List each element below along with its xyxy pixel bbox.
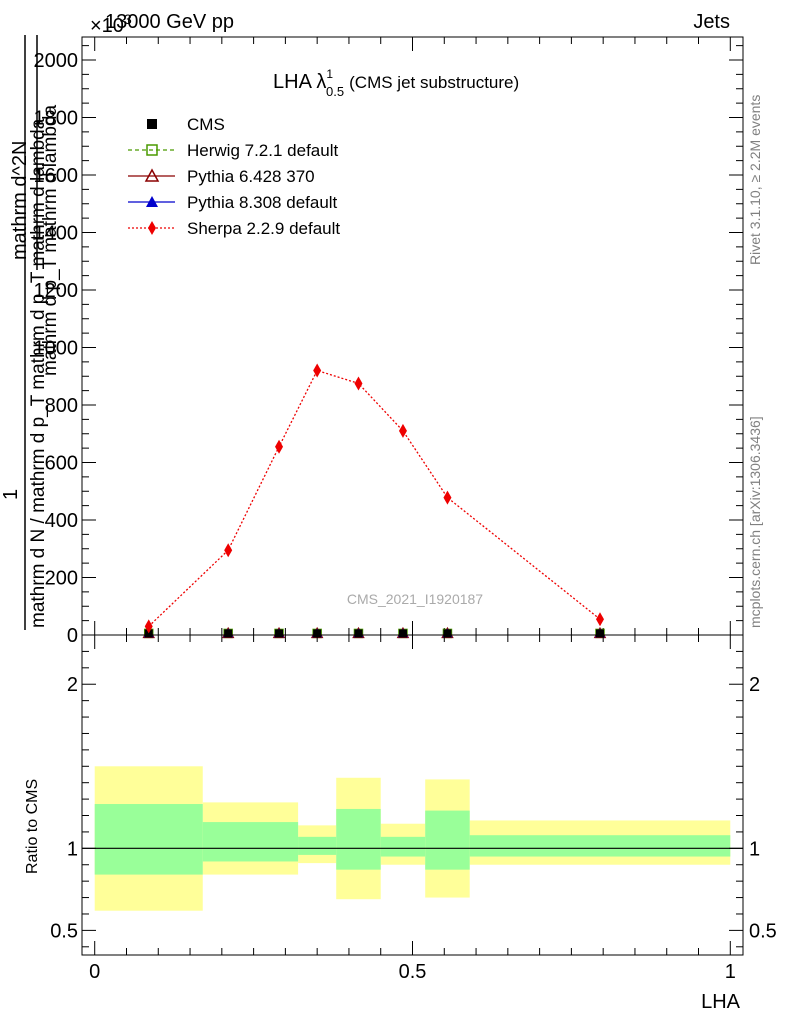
legend-marker <box>147 119 157 129</box>
main-plot-frame <box>81 36 744 636</box>
data-point-sherpa <box>354 376 363 391</box>
y-tick-label: 1600 <box>34 165 79 187</box>
data-point-sherpa <box>313 363 322 378</box>
ratio-band-inner <box>425 810 470 870</box>
main-title-text: LHA λ <box>273 71 326 93</box>
ratio-band-inner <box>469 835 731 857</box>
rivet-version-label: Rivet 3.1.10, ≥ 2.2M events <box>747 95 763 265</box>
ratio-band-inner <box>336 808 381 870</box>
legend-entry-label: CMS <box>187 115 225 134</box>
y-label-top-frac: mathrm d p_T mathrm d lambda <box>40 105 61 376</box>
ratio-y-tick-label-right: 0.5 <box>749 920 777 942</box>
legend-marker <box>146 196 158 207</box>
mcplots-label: mcplots.cern.ch [arXiv:1306.3436] <box>747 416 763 628</box>
series-line-sherpa <box>148 369 601 627</box>
data-point-filled-square <box>398 629 407 638</box>
data-point-sherpa <box>595 612 604 627</box>
main-y-axis-label: mathrm d^2N mathrm d p_T mathrm d lambda… <box>0 35 61 630</box>
data-point-sherpa <box>224 543 233 558</box>
y-tick-label: 1400 <box>34 223 79 245</box>
legend-marker <box>144 168 160 182</box>
y-label-denominator: mathrm d N / mathrm d p_T mathrm d p_T m… <box>28 118 49 628</box>
main-title-note: (CMS jet substructure) <box>349 73 519 92</box>
x-axis-label: LHA <box>701 991 741 1013</box>
ratio-y-tick-label: 2 <box>67 674 78 696</box>
main-title-sub: 0.5 <box>326 84 344 99</box>
data-point-filled-square <box>443 629 452 638</box>
y-tick-label: 1800 <box>34 108 79 130</box>
ratio-band-inner <box>94 804 203 875</box>
data-point-sherpa <box>275 439 284 454</box>
main-axes: 0 200 400 600 800 1000 1200 1400 1600 1800 2000 <box>34 37 743 647</box>
ratio-y-tick-label-right: 2 <box>749 674 760 696</box>
ratio-bands <box>82 766 743 911</box>
y-label-numerator: 1 <box>0 489 22 500</box>
ratio-band-inner <box>202 822 299 862</box>
data-point-filled-square <box>313 629 322 638</box>
legend-marker <box>148 221 156 235</box>
x-tick-label: 1 <box>725 961 736 983</box>
analysis-watermark: CMS_2021_I1920187 <box>347 591 483 607</box>
ratio-y-tick-label: 1 <box>67 838 78 860</box>
y-tick-label: 600 <box>45 453 78 475</box>
data-point-sherpa <box>398 423 407 438</box>
data-point-filled-square <box>354 629 363 638</box>
legend-entry-label: Pythia 8.308 default <box>187 193 338 212</box>
x-tick-label: 0 <box>89 961 100 983</box>
data-point-sherpa <box>144 619 153 634</box>
legend-entry-label: Sherpa 2.2.9 default <box>187 219 340 238</box>
ratio-band-inner <box>298 836 337 855</box>
data-point-filled-square <box>275 629 284 638</box>
y-tick-label: 800 <box>45 395 78 417</box>
data-point-sherpa <box>443 490 452 505</box>
header-collision-label: 13000 GeV pp <box>105 11 234 33</box>
data-point-filled-square <box>224 629 233 638</box>
main-title-super: 1 <box>326 67 333 81</box>
y-tick-label: 400 <box>45 510 78 532</box>
main-title: LHA λ1 0.5 (CMS jet substructure) <box>273 67 519 99</box>
ratio-axes: 0.5 0.5 1 1 2 2 0 0.5 1 <box>50 635 777 983</box>
y-tick-label: 200 <box>45 568 78 590</box>
header-exponent: ×103 <box>90 11 132 37</box>
x-tick-label: 0.5 <box>399 961 427 983</box>
data-point-filled-square <box>595 629 604 638</box>
legend-marker <box>146 144 158 156</box>
legend: CMS Herwig 7.2.1 default Pythia 6.428 370 P… <box>128 115 340 238</box>
ratio-band-inner <box>380 836 426 857</box>
y-tick-label: 2000 <box>34 50 79 72</box>
ratio-y-tick-label: 0.5 <box>50 920 78 942</box>
header-jets-label: Jets <box>693 11 730 33</box>
y-tick-label: 1200 <box>34 280 79 302</box>
data-point-filled-square <box>144 629 153 638</box>
legend-entry-label: Pythia 6.428 370 <box>187 167 315 186</box>
y-tick-label: 1000 <box>34 338 79 360</box>
ratio-y-label: Ratio to CMS <box>24 779 41 874</box>
ratio-y-tick-label-right: 1 <box>749 838 760 860</box>
legend-entry-label: Herwig 7.2.1 default <box>187 141 338 160</box>
y-tick-label: 0 <box>67 625 78 647</box>
